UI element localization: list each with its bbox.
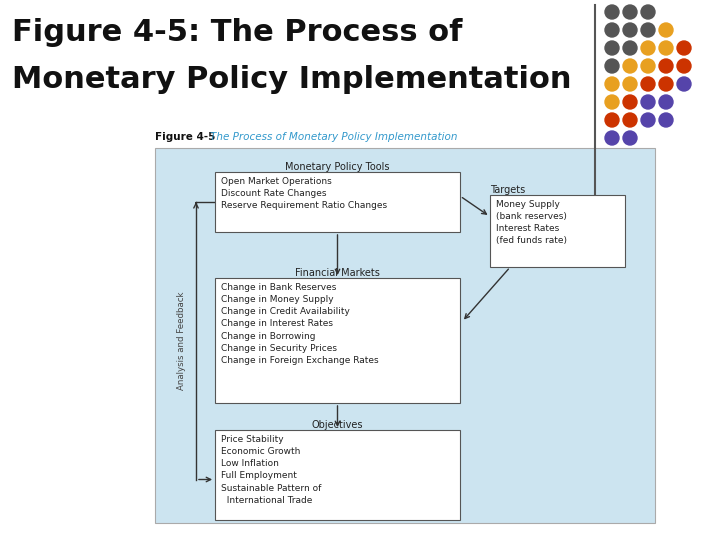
- Circle shape: [641, 59, 655, 73]
- Circle shape: [623, 5, 637, 19]
- Circle shape: [605, 113, 619, 127]
- Circle shape: [641, 5, 655, 19]
- Circle shape: [677, 59, 691, 73]
- FancyBboxPatch shape: [215, 278, 460, 403]
- Circle shape: [623, 95, 637, 109]
- Text: Money Supply
(bank reserves)
Interest Rates
(fed funds rate): Money Supply (bank reserves) Interest Ra…: [496, 200, 567, 246]
- Circle shape: [659, 95, 673, 109]
- Circle shape: [659, 41, 673, 55]
- Circle shape: [641, 95, 655, 109]
- Circle shape: [605, 5, 619, 19]
- Text: Targets: Targets: [490, 185, 526, 195]
- Circle shape: [641, 23, 655, 37]
- Circle shape: [677, 41, 691, 55]
- Circle shape: [641, 113, 655, 127]
- Text: Change in Bank Reserves
Change in Money Supply
Change in Credit Availability
Cha: Change in Bank Reserves Change in Money …: [221, 283, 379, 365]
- Circle shape: [677, 77, 691, 91]
- Text: The Process of Monetary Policy Implementation: The Process of Monetary Policy Implement…: [210, 132, 457, 142]
- Circle shape: [623, 59, 637, 73]
- Circle shape: [605, 77, 619, 91]
- Text: Monetary Policy Implementation: Monetary Policy Implementation: [12, 65, 572, 94]
- Text: Financial Markets: Financial Markets: [295, 268, 380, 278]
- Text: Open Market Operations
Discount Rate Changes
Reserve Requirement Ratio Changes: Open Market Operations Discount Rate Cha…: [221, 177, 387, 210]
- Circle shape: [659, 59, 673, 73]
- Text: Figure 4-5: The Process of: Figure 4-5: The Process of: [12, 18, 462, 47]
- Circle shape: [659, 23, 673, 37]
- Circle shape: [623, 41, 637, 55]
- Circle shape: [605, 41, 619, 55]
- Circle shape: [605, 131, 619, 145]
- Circle shape: [659, 77, 673, 91]
- Circle shape: [605, 95, 619, 109]
- Text: Price Stability
Economic Growth
Low Inflation
Full Employment
Sustainable Patter: Price Stability Economic Growth Low Infl…: [221, 435, 321, 505]
- Circle shape: [641, 77, 655, 91]
- FancyBboxPatch shape: [215, 172, 460, 232]
- Circle shape: [605, 59, 619, 73]
- Circle shape: [623, 23, 637, 37]
- Circle shape: [623, 113, 637, 127]
- Text: Monetary Policy Tools: Monetary Policy Tools: [285, 162, 390, 172]
- Circle shape: [623, 131, 637, 145]
- Text: Analysis and Feedback: Analysis and Feedback: [178, 291, 186, 390]
- Circle shape: [641, 41, 655, 55]
- FancyBboxPatch shape: [490, 195, 625, 267]
- Text: Figure 4-5: Figure 4-5: [155, 132, 215, 142]
- FancyBboxPatch shape: [215, 430, 460, 520]
- Circle shape: [605, 23, 619, 37]
- Circle shape: [623, 77, 637, 91]
- FancyBboxPatch shape: [155, 148, 655, 523]
- Text: Objectives: Objectives: [312, 420, 364, 430]
- Circle shape: [659, 113, 673, 127]
